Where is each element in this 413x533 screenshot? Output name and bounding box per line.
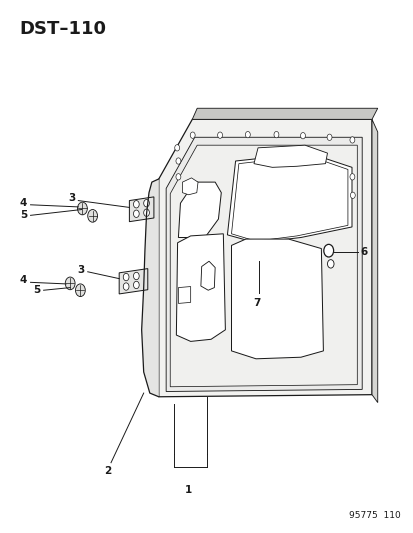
Polygon shape <box>182 178 197 195</box>
Polygon shape <box>119 269 147 294</box>
Circle shape <box>323 244 333 257</box>
Circle shape <box>143 209 149 216</box>
Polygon shape <box>371 119 377 402</box>
Circle shape <box>300 133 305 139</box>
Circle shape <box>245 132 250 138</box>
Circle shape <box>143 199 149 207</box>
Circle shape <box>133 200 139 208</box>
Polygon shape <box>192 108 377 119</box>
Text: 4: 4 <box>20 275 27 285</box>
Circle shape <box>176 174 180 180</box>
Circle shape <box>75 284 85 296</box>
Text: 5: 5 <box>33 285 40 295</box>
Circle shape <box>349 137 354 143</box>
Polygon shape <box>166 138 361 392</box>
Polygon shape <box>129 197 154 222</box>
Circle shape <box>88 209 97 222</box>
Circle shape <box>349 174 354 180</box>
Polygon shape <box>170 145 356 387</box>
Circle shape <box>217 132 222 139</box>
Circle shape <box>133 272 139 280</box>
Text: 7: 7 <box>252 298 260 308</box>
Polygon shape <box>231 156 347 241</box>
Circle shape <box>327 260 333 268</box>
Text: 6: 6 <box>359 247 366 257</box>
Circle shape <box>133 281 139 289</box>
Text: 95775  110: 95775 110 <box>349 511 400 520</box>
Text: 5: 5 <box>20 211 27 220</box>
Polygon shape <box>176 234 225 342</box>
Text: 3: 3 <box>77 265 84 274</box>
Circle shape <box>326 134 331 140</box>
Circle shape <box>123 273 129 281</box>
Text: 2: 2 <box>104 466 112 476</box>
Circle shape <box>273 132 278 138</box>
Text: 1: 1 <box>185 486 192 495</box>
Text: DST–110: DST–110 <box>19 20 106 38</box>
Circle shape <box>190 132 195 139</box>
Polygon shape <box>231 239 323 359</box>
Circle shape <box>65 277 75 290</box>
Polygon shape <box>200 261 215 290</box>
Circle shape <box>123 283 129 290</box>
Polygon shape <box>159 119 371 397</box>
Circle shape <box>176 158 180 164</box>
Circle shape <box>174 144 179 151</box>
Circle shape <box>349 192 354 198</box>
Text: 4: 4 <box>20 198 27 208</box>
Polygon shape <box>178 287 190 303</box>
Text: 3: 3 <box>68 193 75 203</box>
Polygon shape <box>141 179 159 397</box>
Polygon shape <box>253 145 327 167</box>
Circle shape <box>133 210 139 217</box>
Circle shape <box>77 202 87 215</box>
Polygon shape <box>178 182 221 238</box>
Polygon shape <box>227 153 351 243</box>
